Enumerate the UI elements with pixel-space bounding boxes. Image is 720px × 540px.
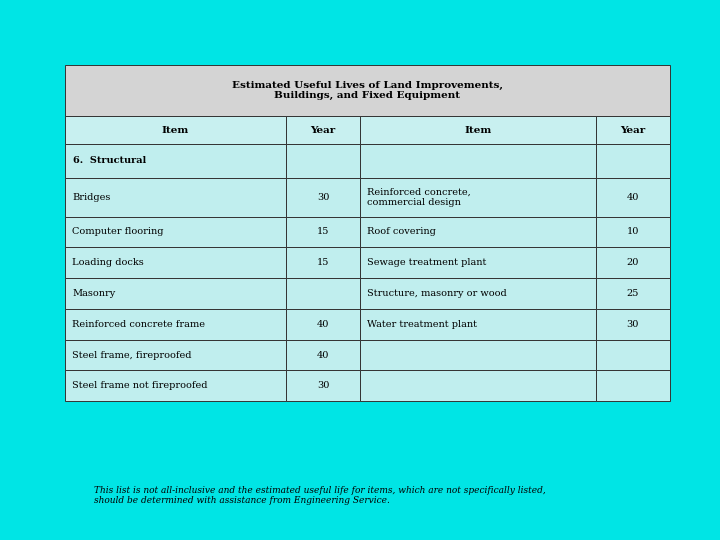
- Text: 15: 15: [317, 227, 329, 237]
- Bar: [65, 370, 286, 401]
- Bar: [360, 217, 596, 247]
- Bar: [360, 247, 596, 278]
- Bar: [65, 116, 286, 144]
- Bar: [596, 144, 670, 178]
- Text: Structure, masonry or wood: Structure, masonry or wood: [367, 289, 507, 298]
- Bar: [286, 178, 360, 217]
- Bar: [286, 217, 360, 247]
- Bar: [360, 144, 596, 178]
- Text: 20: 20: [626, 258, 639, 267]
- Text: Year: Year: [310, 126, 336, 134]
- Bar: [286, 340, 360, 370]
- Text: 30: 30: [317, 193, 329, 201]
- Text: 15: 15: [317, 258, 329, 267]
- Bar: [286, 370, 360, 401]
- Text: Item: Item: [162, 126, 189, 134]
- Bar: [596, 370, 670, 401]
- Text: Item: Item: [464, 126, 492, 134]
- Bar: [360, 309, 596, 340]
- Bar: [65, 309, 286, 340]
- Text: 40: 40: [317, 350, 329, 360]
- Bar: [65, 144, 286, 178]
- Bar: [596, 340, 670, 370]
- Bar: [360, 116, 596, 144]
- Bar: [286, 278, 360, 309]
- Bar: [596, 278, 670, 309]
- Text: Estimated Useful Lives of Land Improvements,
Buildings, and Fixed Equipment: Estimated Useful Lives of Land Improveme…: [232, 81, 503, 100]
- Bar: [596, 116, 670, 144]
- Text: Bridges: Bridges: [72, 193, 110, 201]
- Bar: [596, 309, 670, 340]
- Text: 6.  Structural: 6. Structural: [73, 157, 147, 165]
- Text: Roof covering: Roof covering: [367, 227, 436, 237]
- Bar: [65, 247, 286, 278]
- Text: Reinforced concrete,
commercial design: Reinforced concrete, commercial design: [367, 187, 471, 207]
- Text: Steel frame, fireproofed: Steel frame, fireproofed: [72, 350, 192, 360]
- Bar: [360, 340, 596, 370]
- Text: Computer flooring: Computer flooring: [72, 227, 163, 237]
- Bar: [65, 217, 286, 247]
- Text: Sewage treatment plant: Sewage treatment plant: [367, 258, 487, 267]
- Text: Reinforced concrete frame: Reinforced concrete frame: [72, 320, 205, 329]
- Text: Steel frame not fireproofed: Steel frame not fireproofed: [72, 381, 207, 390]
- Text: 30: 30: [317, 381, 329, 390]
- Bar: [360, 278, 596, 309]
- Bar: [65, 65, 670, 116]
- Text: 40: 40: [317, 320, 329, 329]
- Bar: [65, 278, 286, 309]
- Bar: [286, 116, 360, 144]
- Bar: [65, 340, 286, 370]
- Bar: [286, 309, 360, 340]
- Text: 40: 40: [626, 193, 639, 201]
- Text: Loading docks: Loading docks: [72, 258, 144, 267]
- Bar: [596, 217, 670, 247]
- Text: 25: 25: [626, 289, 639, 298]
- Text: Water treatment plant: Water treatment plant: [367, 320, 477, 329]
- Text: Year: Year: [620, 126, 645, 134]
- Bar: [360, 370, 596, 401]
- Text: Masonry: Masonry: [72, 289, 115, 298]
- Text: This list is not all-inclusive and the estimated useful life for items, which ar: This list is not all-inclusive and the e…: [94, 486, 545, 505]
- Bar: [286, 144, 360, 178]
- Bar: [596, 247, 670, 278]
- Bar: [596, 178, 670, 217]
- Text: 10: 10: [626, 227, 639, 237]
- Bar: [286, 247, 360, 278]
- Bar: [65, 178, 286, 217]
- Bar: [360, 178, 596, 217]
- Text: 30: 30: [626, 320, 639, 329]
